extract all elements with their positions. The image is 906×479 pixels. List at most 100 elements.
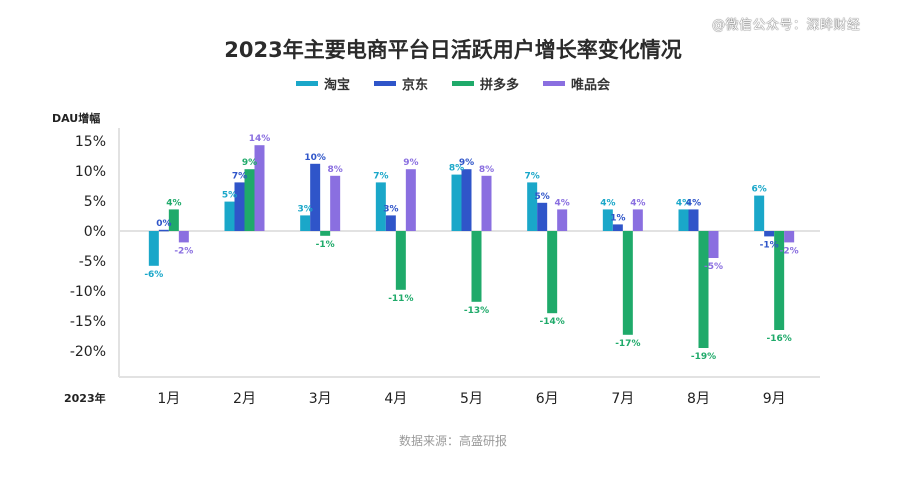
bar <box>148 231 159 266</box>
x-tick-label: 8月 <box>687 391 710 407</box>
bar <box>254 145 265 231</box>
x-axis-title: 2023年 <box>64 391 106 405</box>
legend-label-jd: 京东 <box>401 78 428 93</box>
data-label: -1% <box>316 240 335 250</box>
x-tick-label: 5月 <box>460 391 483 407</box>
bar <box>632 209 643 231</box>
legend-swatch-pdd <box>452 81 474 86</box>
legend-swatch-taobao <box>295 81 318 86</box>
y-tick-label: -10% <box>70 284 106 300</box>
data-label: -1% <box>760 240 779 250</box>
bar <box>481 175 492 231</box>
data-label: 4% <box>686 198 701 208</box>
bar <box>310 163 321 231</box>
bar <box>385 215 396 231</box>
x-tick-label: 3月 <box>309 391 332 407</box>
data-label: 0% <box>156 219 171 229</box>
bar <box>300 215 311 231</box>
bar <box>622 231 633 335</box>
legend-label-taobao: 淘宝 <box>323 78 350 93</box>
legend-label-pdd: 拼多多 <box>480 78 520 93</box>
x-tick-label: 2月 <box>233 391 256 407</box>
y-tick-label: -5% <box>79 254 106 270</box>
bar <box>698 231 709 348</box>
bar <box>754 195 765 231</box>
bar <box>547 231 558 314</box>
y-tick-label: 15% <box>75 134 106 150</box>
bar <box>471 231 482 302</box>
bar <box>395 231 406 290</box>
bar <box>557 209 568 231</box>
bar <box>537 202 548 231</box>
y-tick-label: -15% <box>70 314 106 330</box>
legend-item-vip: 唯品会 <box>543 74 610 93</box>
data-label: 7% <box>232 171 247 181</box>
data-label: -16% <box>767 334 792 344</box>
data-label: 4% <box>166 198 181 208</box>
data-label: 4% <box>676 198 691 208</box>
data-label: -2% <box>174 246 193 256</box>
data-label: 8% <box>328 165 343 175</box>
bar <box>708 231 719 258</box>
x-tick-label: 4月 <box>384 391 407 407</box>
data-label: 8% <box>449 164 464 174</box>
bar <box>688 209 699 231</box>
watermark: @微信公众号：深眸财经 <box>712 18 861 33</box>
bar <box>234 182 245 231</box>
x-tick-label: 6月 <box>536 391 559 407</box>
data-source-note: 数据来源：高盛研报 <box>398 434 507 448</box>
x-tick-label: 1月 <box>157 391 180 407</box>
bar <box>320 231 331 236</box>
bar <box>527 182 538 231</box>
data-label: -19% <box>691 352 716 362</box>
bar <box>612 224 623 231</box>
legend-item-jd: 京东 <box>373 74 428 93</box>
legend-label-vip: 唯品会 <box>571 78 611 93</box>
bar <box>461 169 472 231</box>
data-label: 7% <box>373 171 388 181</box>
y-axis-title: DAU增幅 <box>52 111 100 125</box>
y-tick-label: 0% <box>84 224 106 240</box>
data-label: 10% <box>304 153 326 163</box>
data-label: -6% <box>144 270 163 280</box>
bar <box>224 201 235 231</box>
bar <box>678 209 689 231</box>
data-label: 1% <box>610 213 625 223</box>
x-tick-label: 7月 <box>611 391 634 407</box>
data-label: 9% <box>242 158 257 168</box>
bar <box>244 169 255 231</box>
legend-item-pdd: 拼多多 <box>452 74 519 93</box>
legend-swatch-jd <box>373 81 396 86</box>
data-label: -14% <box>540 317 565 327</box>
data-label: 8% <box>479 165 494 175</box>
bar <box>602 209 613 231</box>
bar <box>405 169 416 231</box>
bar <box>168 209 179 231</box>
data-label: -17% <box>615 339 640 349</box>
data-label: 9% <box>403 158 418 168</box>
legend-swatch-vip <box>543 81 566 86</box>
y-tick-label: 10% <box>75 164 106 180</box>
bar <box>375 182 386 231</box>
data-label: 9% <box>459 158 474 168</box>
data-label: -11% <box>388 294 413 304</box>
data-label: -2% <box>780 246 799 256</box>
data-label: 7% <box>525 171 540 181</box>
legend-item-taobao: 淘宝 <box>295 74 350 93</box>
bar <box>774 231 785 330</box>
y-tick-label: -20% <box>70 344 106 360</box>
data-label: 3% <box>383 204 398 214</box>
data-label: 14% <box>249 134 271 144</box>
data-label: 3% <box>298 204 313 214</box>
x-tick-label: 9月 <box>763 391 786 407</box>
data-label: 6% <box>752 185 767 195</box>
data-label: -5% <box>704 262 723 272</box>
data-label: -13% <box>464 306 489 316</box>
bar <box>330 175 341 231</box>
bar <box>178 231 189 243</box>
bar <box>451 174 462 231</box>
data-label: 4% <box>555 198 570 208</box>
data-label: 4% <box>600 198 615 208</box>
bar <box>764 231 775 237</box>
